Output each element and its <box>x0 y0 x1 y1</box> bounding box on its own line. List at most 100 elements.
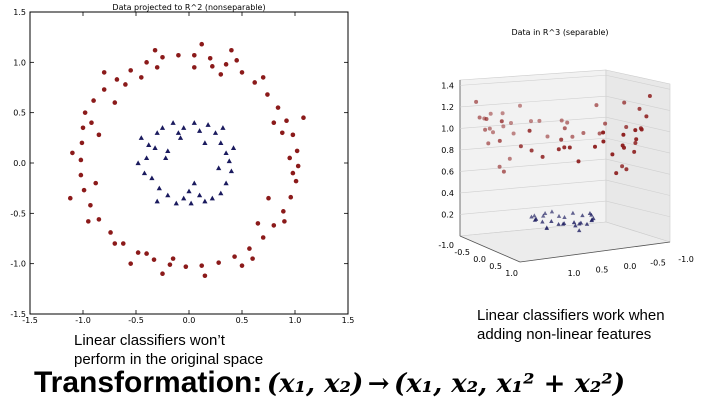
3d-grid-line <box>459 200 607 215</box>
right-triangle-point <box>533 216 539 221</box>
right-triangle-point <box>577 221 582 226</box>
3d-grid-line <box>459 137 607 151</box>
right-circle-point <box>529 148 534 153</box>
right-circle-point <box>565 120 570 125</box>
right-circle-point <box>621 132 626 137</box>
right-circle-point <box>501 169 506 174</box>
left-triangle-point <box>186 188 192 194</box>
right-triangle-point <box>584 221 590 226</box>
right-circle-point <box>497 164 502 169</box>
formula-rhs: (x₁, x₂, x₁² + x₂²) <box>394 369 626 399</box>
right-circle-point <box>610 152 615 157</box>
right-circle-point <box>603 121 608 126</box>
right-circle-point <box>486 141 491 146</box>
left-triangle-point <box>170 120 176 125</box>
left-circle-point <box>123 82 128 87</box>
right-caption-line-1: Linear classifiers work when <box>477 307 665 324</box>
right-circle-point <box>507 156 512 161</box>
3d-grid-line <box>605 158 671 175</box>
left-triangle-point <box>163 155 169 161</box>
left-triangle-point <box>205 122 211 127</box>
3d-back-left-pane <box>459 69 607 237</box>
left-circle-point <box>114 77 120 82</box>
left-triangle-point <box>191 180 197 186</box>
right-triangle-point <box>587 210 593 215</box>
left-triangle-point <box>218 190 224 196</box>
left-circle-point <box>255 221 261 226</box>
right-z-tick-label: 1.0 <box>441 124 454 133</box>
left-data-points <box>67 41 306 279</box>
right-triangle-point <box>541 213 546 218</box>
left-triangle-point <box>209 195 215 201</box>
left-triangle-point <box>146 142 152 147</box>
left-circle-point <box>282 219 287 224</box>
right-y-tick-label: -0.5 <box>650 259 666 268</box>
left-circle-point <box>293 178 299 184</box>
left-circle-point <box>284 118 289 124</box>
left-circle-point <box>112 241 118 246</box>
left-triangle-point <box>191 120 197 125</box>
right-x-tick-label: 0.0 <box>473 255 486 264</box>
right-plot-title: Data in R^3 (separable) <box>511 28 608 37</box>
left-triangle-point <box>220 125 226 130</box>
left-circle-point <box>202 273 208 279</box>
left-x-ticks: -1.5 -1.0 -0.5 0.0 0.5 1.0 1.5 <box>22 12 354 325</box>
left-circle-point <box>223 62 229 67</box>
right-triangle-point <box>577 228 582 233</box>
3d-x-axis-line <box>459 235 521 263</box>
right-circle-point <box>499 119 504 124</box>
left-triangle-point <box>152 145 158 150</box>
right-triangle-point <box>542 210 548 215</box>
left-circle-point <box>260 235 266 240</box>
left-circle-point <box>78 157 84 163</box>
right-triangle-point <box>544 226 549 230</box>
3d-y-axis-line <box>519 241 671 263</box>
left-circle-point <box>160 55 165 60</box>
right-circle-point <box>488 111 493 116</box>
right-circle-point <box>483 127 488 132</box>
left-triangle-point <box>141 170 148 176</box>
3d-grid-line <box>459 179 607 194</box>
left-circle-point <box>290 132 296 138</box>
left-caption-line-2: perform in the original space <box>74 351 264 368</box>
right-circle-point <box>556 147 561 152</box>
left-circle-point <box>170 256 176 261</box>
left-y-tick-label: 1.0 <box>13 58 26 67</box>
left-circle-point <box>152 47 158 53</box>
left-circle-point <box>239 70 245 75</box>
right-circle-point <box>581 131 586 136</box>
right-data-points <box>474 94 652 233</box>
left-triangle-point <box>181 125 187 130</box>
left-circle-point <box>192 52 197 58</box>
left-circle-point <box>128 261 133 266</box>
left-x-tick-label: -1.5 <box>22 316 38 325</box>
right-z-tick-label: 0.6 <box>441 167 454 176</box>
left-circle-point <box>101 87 107 92</box>
left-triangle-point <box>230 145 237 150</box>
left-circle-point <box>81 187 87 193</box>
left-circle-point <box>234 58 239 63</box>
right-circle-point <box>545 134 550 139</box>
left-circle-point <box>135 250 141 255</box>
left-circle-point <box>216 260 221 265</box>
right-circle-point <box>634 137 639 142</box>
3d-grid-line <box>459 158 607 172</box>
left-triangle-point <box>218 140 224 145</box>
3d-grid-line <box>605 179 671 196</box>
left-triangle-point <box>188 200 194 206</box>
left-triangle-point <box>177 135 184 140</box>
right-circle-point <box>487 126 492 131</box>
transformation-label: Transformation: <box>34 366 263 399</box>
left-circle-point <box>144 60 149 65</box>
left-circle-point <box>112 100 118 105</box>
left-circle-point <box>199 263 205 268</box>
right-z-tick-label: 1.4 <box>441 81 454 90</box>
left-triangle-point <box>223 180 229 186</box>
right-z-tick-label: 1.2 <box>441 103 454 112</box>
left-triangle-point <box>223 150 229 156</box>
right-circle-point <box>562 126 567 131</box>
right-y-tick-label: -1.0 <box>678 255 694 264</box>
right-circle-point <box>647 94 652 99</box>
right-triangle-point <box>540 219 545 224</box>
left-circle-point <box>250 256 255 261</box>
